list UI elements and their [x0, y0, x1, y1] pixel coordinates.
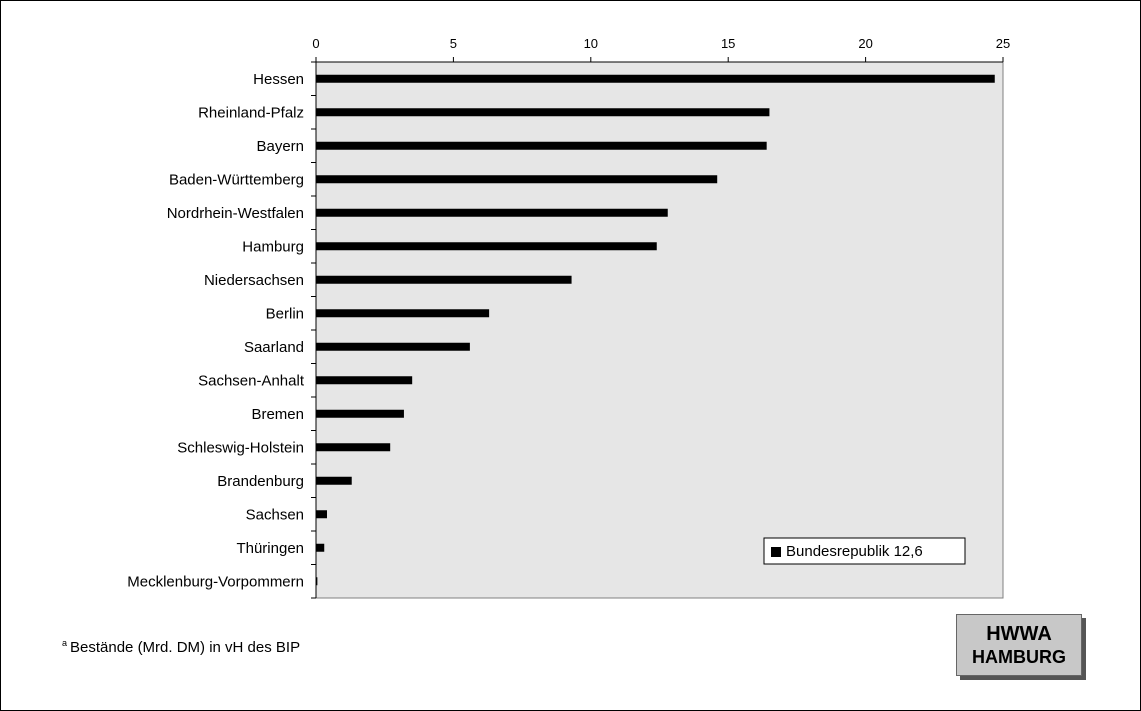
category-label: Bayern — [256, 138, 304, 155]
bar — [316, 409, 404, 418]
bar — [316, 74, 995, 83]
footnote-text: Bestände (Mrd. DM) in vH des BIP — [70, 639, 301, 656]
logo-line-1: HWWA — [986, 623, 1052, 645]
x-tick-label: 20 — [858, 36, 872, 51]
category-label: Rheinland-Pfalz — [198, 104, 304, 121]
category-label: Baden-Württemberg — [169, 171, 304, 188]
x-tick-label: 5 — [450, 36, 457, 51]
legend-swatch — [771, 547, 781, 557]
footnote-marker: a — [62, 638, 68, 648]
category-label: Sachsen — [246, 506, 304, 523]
category-label: Berlin — [266, 305, 304, 322]
category-label: Saarland — [244, 339, 304, 356]
category-label: Sachsen-Anhalt — [198, 372, 305, 389]
category-label: Hamburg — [242, 238, 304, 255]
x-tick-label: 25 — [996, 36, 1010, 51]
bar — [316, 443, 391, 452]
logo-line-2: HAMBURG — [972, 647, 1066, 667]
category-label: Hessen — [253, 71, 304, 88]
x-tick-label: 10 — [584, 36, 598, 51]
bar — [316, 577, 318, 586]
hwwa-logo: HWWA HAMBURG — [956, 614, 1082, 676]
category-label: Nordrhein-Westfalen — [167, 205, 304, 222]
bar — [316, 309, 490, 318]
bar — [316, 108, 770, 117]
category-label: Schleswig-Holstein — [177, 439, 304, 456]
x-tick-label: 0 — [312, 36, 319, 51]
bar — [316, 141, 767, 150]
bar — [316, 510, 327, 519]
category-label: Brandenburg — [217, 473, 304, 490]
category-label: Bremen — [251, 406, 304, 423]
bar — [316, 376, 413, 385]
bar — [316, 342, 470, 351]
bar — [316, 208, 668, 217]
legend-label: Bundesrepublik 12,6 — [786, 543, 923, 560]
category-label: Thüringen — [236, 540, 304, 557]
bar — [316, 275, 572, 284]
category-label: Mecklenburg-Vorpommern — [127, 573, 304, 590]
bar — [316, 543, 325, 552]
plot-area — [315, 61, 1004, 599]
bar — [316, 175, 718, 184]
bar — [316, 242, 657, 251]
footnote: a Bestände (Mrd. DM) in vH des BIP — [62, 638, 300, 656]
x-tick-label: 15 — [721, 36, 735, 51]
category-label: Niedersachsen — [204, 272, 304, 289]
legend-box — [763, 537, 966, 565]
bar — [316, 476, 352, 485]
